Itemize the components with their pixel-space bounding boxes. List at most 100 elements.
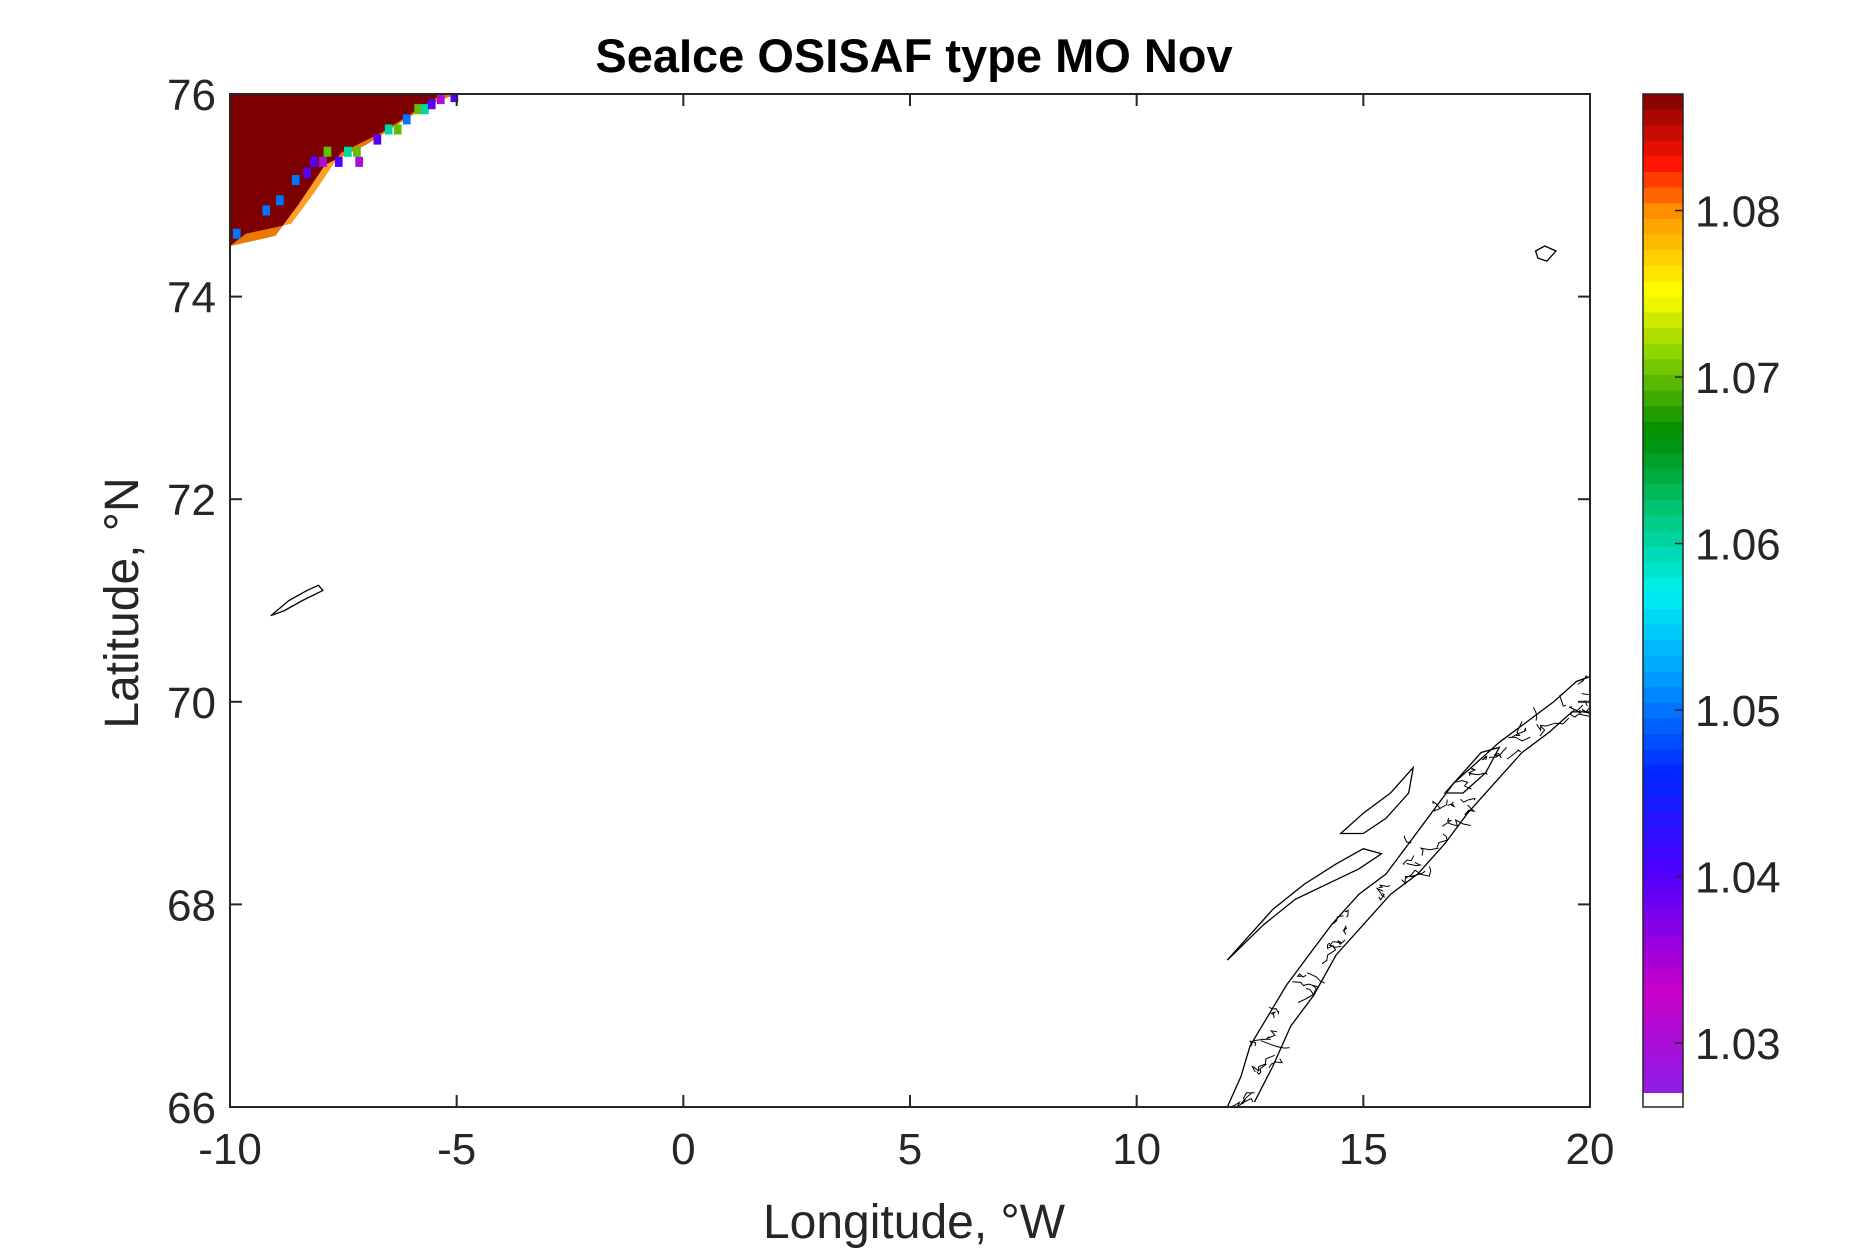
colorbar-frame: [1642, 93, 1684, 1108]
fjord-line: [1508, 736, 1531, 742]
fjord-line: [1419, 847, 1439, 856]
colorbar-band: [1643, 733, 1683, 751]
fjord-line: [1581, 693, 1590, 696]
fjord-line: [1586, 701, 1590, 712]
colorbar-band: [1643, 281, 1683, 298]
colorbar-band: [1643, 374, 1683, 392]
colorbar-band: [1643, 390, 1683, 407]
colorbar-band: [1643, 562, 1683, 579]
sea-ice-edge-cell: [402, 114, 411, 125]
fjord-line: [1251, 1065, 1260, 1073]
colorbar-tick-label: 1.03: [1695, 1020, 1781, 1069]
colorbar-band: [1643, 968, 1683, 985]
colorbar-band: [1643, 343, 1683, 360]
colorbar-tick-label: 1.08: [1695, 188, 1781, 237]
colorbar-band: [1643, 468, 1683, 485]
y-axis-label: Latitude, °N: [96, 477, 149, 728]
fjord-line: [1467, 767, 1477, 775]
fjord-line: [1268, 1058, 1283, 1068]
fjord-line: [1533, 707, 1538, 721]
sea-ice-edge-cell: [436, 94, 445, 105]
y-tick-label: 72: [167, 476, 216, 525]
colorbar-band: [1643, 94, 1683, 111]
colorbar-band: [1643, 1077, 1683, 1094]
fjord-line: [1494, 752, 1502, 759]
fjord-line: [1342, 925, 1348, 935]
colorbar-tick-label: 1.04: [1695, 854, 1781, 903]
colorbar-band: [1643, 437, 1683, 454]
fjord-line: [1292, 981, 1319, 988]
fjord-line: [1559, 692, 1567, 707]
x-tick-label: 5: [898, 1125, 922, 1174]
colorbar-band: [1643, 827, 1683, 844]
colorbar-band: [1643, 609, 1683, 626]
colorbar-band: [1643, 265, 1683, 282]
sea-ice-edge-cell: [393, 124, 402, 135]
colorbar-band: [1643, 983, 1683, 1000]
x-tick-label: -5: [437, 1125, 476, 1174]
fjord-line: [1326, 942, 1333, 950]
fjord-line: [1577, 675, 1588, 685]
x-tick-label: -10: [198, 1125, 262, 1174]
colorbar-band: [1643, 359, 1683, 376]
colorbar-band: [1643, 749, 1683, 766]
colorbar-band: [1643, 780, 1683, 798]
colorbar-band: [1643, 296, 1683, 314]
fjord-line: [1266, 1030, 1277, 1040]
fjord-line: [1454, 780, 1472, 790]
colorbar-band: [1643, 936, 1683, 954]
sea-ice-edge-cell: [414, 104, 422, 115]
colorbar-band: [1643, 905, 1683, 922]
sea-ice-edge-cell: [373, 134, 382, 145]
fjord-line: [1403, 835, 1412, 845]
fjord-line: [1232, 1101, 1241, 1107]
fjord-line: [1375, 887, 1385, 898]
y-tick-label: 76: [167, 71, 216, 120]
colorbar-band: [1643, 406, 1683, 423]
norway-inner-coastline: [1253, 711, 1590, 1103]
sea-ice-edge-cell: [232, 228, 241, 239]
colorbar-band: [1643, 187, 1683, 204]
senja-coastline: [1443, 746, 1501, 794]
colorbar-band: [1643, 890, 1683, 907]
sea-ice-edge-cell: [384, 124, 393, 135]
sea-ice-edge-cell: [355, 156, 363, 167]
fjord-line: [1250, 1038, 1271, 1047]
colorbar-band: [1643, 172, 1683, 189]
colorbar-band: [1643, 515, 1683, 532]
colorbar-band: [1643, 218, 1683, 236]
sea-ice-edge-cell: [353, 146, 361, 157]
fjord-line: [1506, 749, 1521, 760]
sea-ice-edge-cell: [334, 156, 343, 167]
fjord-line: [1570, 713, 1590, 718]
sea-ice-edge-cell: [427, 99, 436, 110]
sea-ice-edge-cell: [276, 195, 284, 206]
map-content: [230, 94, 1590, 1107]
fjord-line: [1344, 909, 1349, 918]
colorbar-band: [1643, 765, 1683, 782]
colorbar-band: [1643, 250, 1683, 267]
x-tick-label: 10: [1112, 1125, 1161, 1174]
fjord-line: [1268, 1006, 1280, 1015]
colorbar-band: [1643, 499, 1683, 517]
colorbar-tick-label: 1.06: [1695, 521, 1781, 570]
colorbar-band: [1643, 140, 1683, 158]
sea-ice-edge-cell: [421, 104, 429, 115]
fjord-line: [1328, 941, 1342, 948]
colorbar-band: [1643, 421, 1683, 439]
norway-outer-coastline: [1226, 675, 1590, 1107]
colorbar-band: [1643, 640, 1683, 657]
fjord-line: [1460, 797, 1476, 803]
fjord-line: [1511, 727, 1527, 738]
fjord-line: [1447, 801, 1456, 808]
fjord-detail: [1232, 675, 1590, 1107]
fjord-line: [1256, 1063, 1267, 1075]
chart-title: SeaIce OSISAF type MO Nov: [595, 29, 1232, 82]
y-tick-label: 68: [167, 881, 216, 930]
fjord-line: [1569, 708, 1582, 716]
colorbar-band: [1643, 328, 1683, 345]
x-tick-label: 15: [1339, 1125, 1388, 1174]
fjord-line: [1464, 804, 1476, 816]
